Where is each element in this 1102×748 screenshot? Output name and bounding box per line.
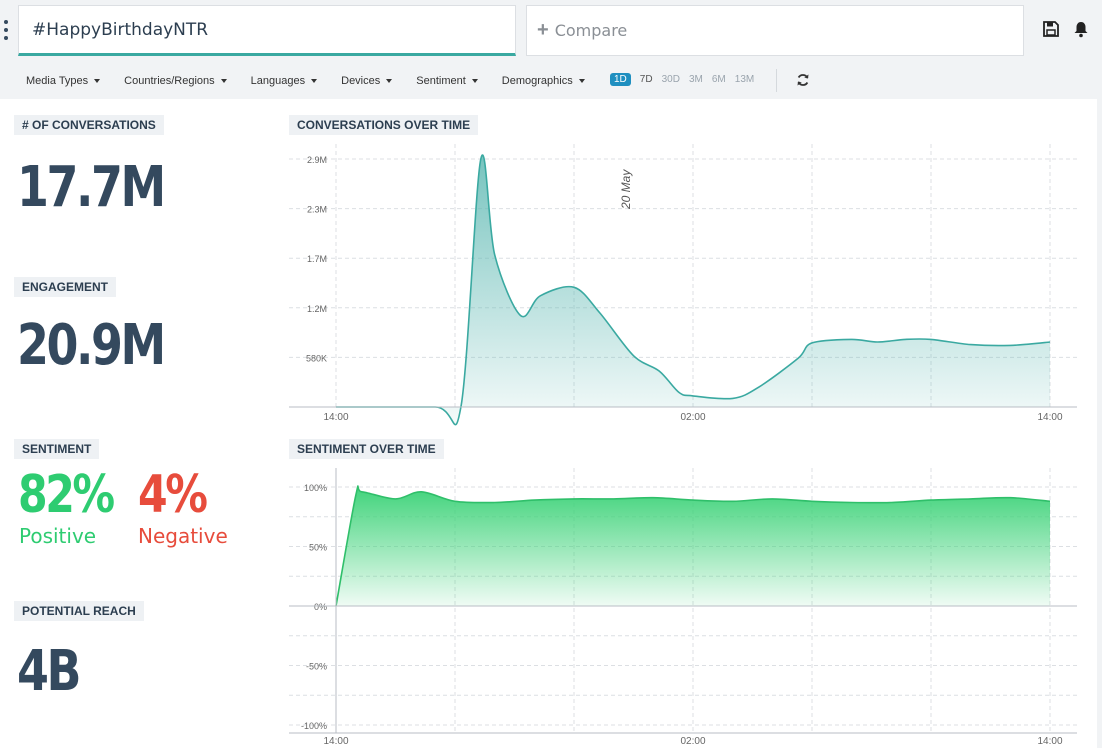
caret-down-icon (311, 79, 318, 83)
x-tick-label: 14:00 (1037, 736, 1062, 747)
caret-down-icon (386, 79, 393, 83)
plus-icon: + (537, 19, 549, 41)
y-tick-label: 50% (309, 543, 327, 553)
filter-sentiment[interactable]: Sentiment (416, 75, 478, 87)
filter-label: Devices (341, 75, 381, 87)
y-tick-label: 2.9M (307, 155, 327, 165)
range-30d[interactable]: 30D (661, 74, 680, 85)
range-13m[interactable]: 13M (734, 74, 755, 85)
date-annotation: 20 May (619, 169, 633, 210)
dashboard-panel: # OF CONVERSATIONS 17.7M ENGAGEMENT 20.9… (0, 99, 1097, 748)
engagement-label: ENGAGEMENT (14, 277, 117, 297)
engagement-value: 20.9M (17, 313, 166, 378)
x-tick-label: 14:00 (323, 412, 348, 423)
caret-down-icon (94, 79, 101, 83)
x-tick-label: 14:00 (1037, 412, 1062, 423)
conversations-area (336, 155, 1050, 425)
range-7d[interactable]: 7D (639, 74, 653, 85)
conversations-chart-title: CONVERSATIONS OVER TIME (289, 115, 479, 135)
conversations-line (335, 154, 1051, 426)
filter-label: Sentiment (416, 75, 466, 87)
range-6m[interactable]: 6M (711, 74, 726, 85)
compare-input[interactable] (554, 21, 955, 40)
filter-label: Demographics (501, 75, 573, 87)
compare-box[interactable]: + (526, 5, 1024, 56)
bell-icon[interactable] (1072, 20, 1090, 38)
caret-down-icon (220, 79, 227, 83)
negative-label: Negative (138, 524, 228, 548)
filter-languages[interactable]: Languages (250, 75, 318, 87)
filter-label: Languages (250, 75, 306, 87)
kebab-icon[interactable] (3, 20, 9, 40)
filter-label: Media Types (26, 75, 89, 87)
range-3m[interactable]: 3M (688, 74, 703, 85)
sentiment-line (335, 485, 1051, 607)
y-tick-label: 580K (306, 353, 327, 363)
refresh-icon[interactable] (796, 73, 810, 87)
negative-percent: 4% (138, 465, 208, 525)
sentiment-area (336, 486, 1050, 606)
potential-reach-value: 4B (17, 639, 81, 704)
conversations-label: # OF CONVERSATIONS (14, 115, 164, 135)
y-tick-label: -50% (306, 662, 327, 672)
filter-bar: Media Types Countries/Regions Languages … (26, 72, 609, 90)
x-tick-label: 14:00 (323, 736, 348, 747)
charts-canvas: 2.9M 2.3M 1.7M 1.2M 580K 14:00 02:00 14:00 20 Ma… (289, 144, 1077, 747)
time-range-selector: 1D 7D 30D 3M 6M 13M (610, 73, 763, 86)
x-tick-label: 02:00 (680, 412, 705, 423)
positive-percent: 82% (18, 465, 115, 525)
y-tick-label: 1.7M (307, 254, 327, 264)
potential-reach-label: POTENTIAL REACH (14, 601, 144, 621)
y-tick-label: 1.2M (307, 304, 327, 314)
conversations-value: 17.7M (17, 155, 166, 220)
y-tick-label: 0% (314, 602, 327, 612)
y-tick-label: 100% (304, 483, 327, 493)
y-tick-label: 2.3M (307, 205, 327, 215)
filter-devices[interactable]: Devices (341, 75, 393, 87)
sentiment-chart-title: SENTIMENT OVER TIME (289, 439, 444, 459)
range-1d[interactable]: 1D (610, 73, 631, 86)
filter-media-types[interactable]: Media Types (26, 75, 101, 87)
filter-countries-regions[interactable]: Countries/Regions (124, 75, 227, 87)
floppy-disk-icon[interactable] (1042, 20, 1060, 38)
caret-down-icon (471, 79, 478, 83)
filter-demographics[interactable]: Demographics (502, 75, 585, 87)
search-input[interactable] (19, 6, 515, 54)
y-tick-label: -100% (301, 721, 327, 731)
caret-down-icon (578, 79, 585, 83)
sentiment-label: SENTIMENT (14, 439, 100, 459)
positive-label: Positive (19, 524, 97, 548)
search-box[interactable] (18, 5, 516, 56)
divider (776, 69, 777, 92)
filter-label: Countries/Regions (124, 75, 215, 87)
x-tick-label: 02:00 (680, 736, 705, 747)
